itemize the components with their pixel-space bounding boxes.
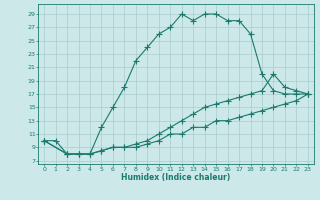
X-axis label: Humidex (Indice chaleur): Humidex (Indice chaleur): [121, 173, 231, 182]
